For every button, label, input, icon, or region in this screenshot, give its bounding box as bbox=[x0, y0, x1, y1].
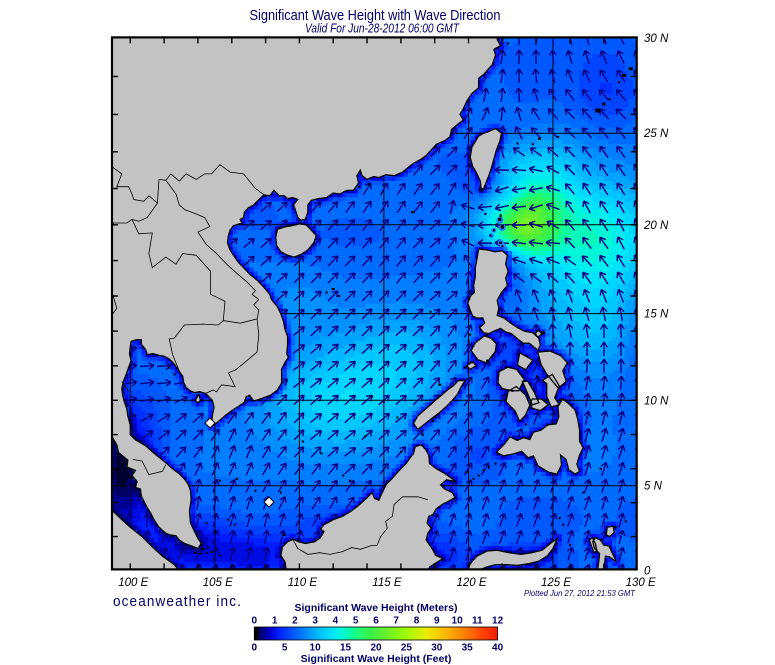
svg-text:35: 35 bbox=[462, 643, 474, 654]
svg-text:12: 12 bbox=[492, 616, 504, 627]
svg-text:8: 8 bbox=[414, 616, 420, 627]
svg-text:Significant Wave Height (Feet): Significant Wave Height (Feet) bbox=[301, 653, 452, 665]
svg-text:4: 4 bbox=[333, 616, 339, 627]
svg-text:110 E: 110 E bbox=[288, 577, 318, 589]
svg-text:20: 20 bbox=[370, 643, 382, 654]
svg-text:1: 1 bbox=[272, 616, 278, 627]
svg-text:0: 0 bbox=[644, 566, 651, 578]
svg-text:125 E: 125 E bbox=[541, 577, 571, 589]
svg-text:10 N: 10 N bbox=[644, 395, 669, 407]
svg-text:15 N: 15 N bbox=[644, 309, 669, 321]
svg-text:0: 0 bbox=[252, 643, 258, 654]
svg-text:5: 5 bbox=[353, 616, 359, 627]
svg-text:6: 6 bbox=[373, 616, 379, 627]
svg-text:130 E: 130 E bbox=[626, 577, 656, 589]
svg-text:Significant Wave Height with W: Significant Wave Height with Wave Direct… bbox=[250, 7, 501, 24]
svg-text:120 E: 120 E bbox=[456, 577, 486, 589]
svg-text:9: 9 bbox=[434, 616, 440, 627]
svg-text:25: 25 bbox=[401, 643, 413, 654]
svg-text:30 N: 30 N bbox=[644, 33, 669, 45]
svg-text:10: 10 bbox=[310, 643, 322, 654]
svg-text:Valid For Jun-28-2012 06:00 GM: Valid For Jun-28-2012 06:00 GMT bbox=[305, 20, 460, 35]
svg-text:0: 0 bbox=[252, 616, 258, 627]
svg-text:oceanweather inc.: oceanweather inc. bbox=[113, 594, 242, 610]
svg-text:100 E: 100 E bbox=[118, 577, 148, 589]
svg-text:105 E: 105 E bbox=[203, 577, 233, 589]
svg-text:25 N: 25 N bbox=[643, 128, 669, 140]
svg-text:15: 15 bbox=[340, 643, 352, 654]
svg-text:2: 2 bbox=[292, 616, 298, 627]
svg-text:20 N: 20 N bbox=[643, 220, 669, 232]
svg-text:30: 30 bbox=[431, 643, 443, 654]
svg-text:3: 3 bbox=[312, 616, 318, 627]
svg-text:7: 7 bbox=[393, 616, 399, 627]
svg-text:11: 11 bbox=[472, 616, 483, 627]
svg-text:10: 10 bbox=[452, 616, 464, 627]
svg-text:40: 40 bbox=[492, 643, 504, 654]
svg-text:115 E: 115 E bbox=[372, 577, 402, 589]
svg-text:Significant Wave Height (Meter: Significant Wave Height (Meters) bbox=[295, 602, 458, 614]
svg-text:5 N: 5 N bbox=[644, 481, 663, 493]
svg-text:Plotted Jun 27, 2012 21:53 GMT: Plotted Jun 27, 2012 21:53 GMT bbox=[524, 588, 636, 598]
svg-text:5: 5 bbox=[282, 643, 288, 654]
